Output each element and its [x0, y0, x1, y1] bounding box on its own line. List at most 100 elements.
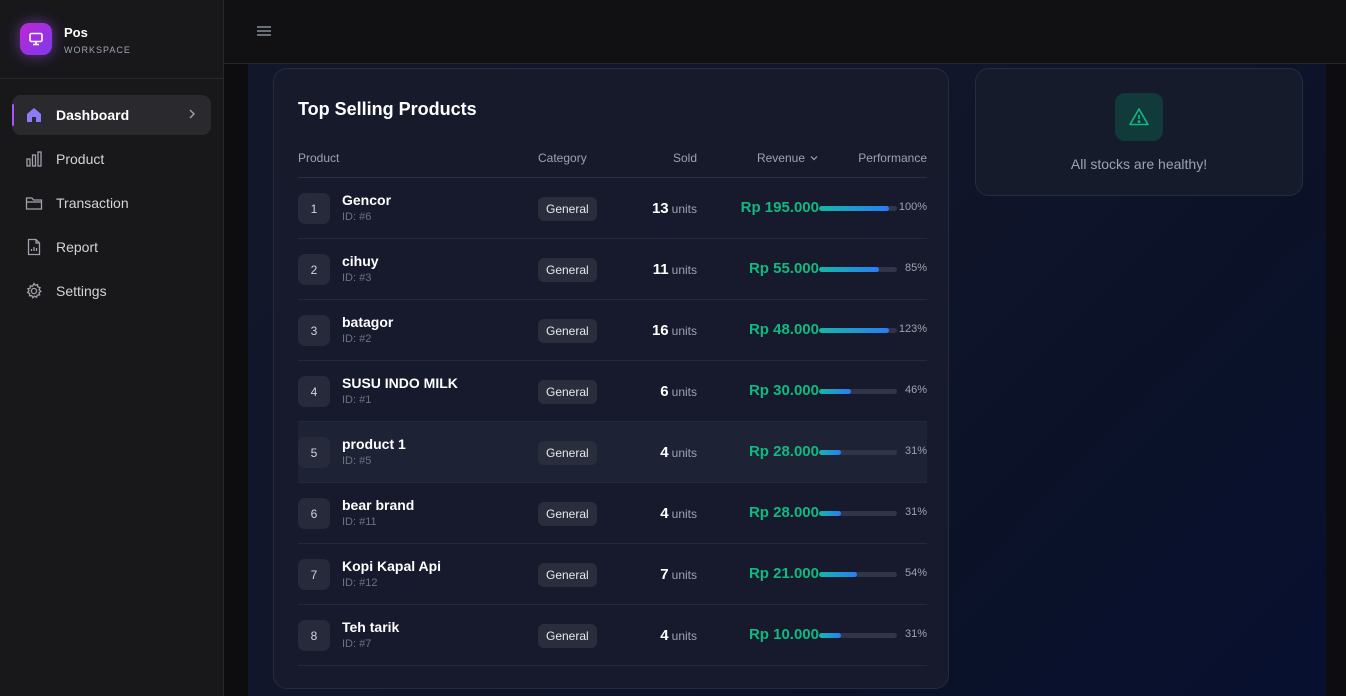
performance-bar — [819, 328, 897, 333]
warning-triangle-icon — [1115, 93, 1163, 141]
sold-value: 6 — [660, 383, 669, 400]
sold-unit: units — [671, 507, 697, 521]
sold-unit: units — [671, 446, 697, 460]
rank-badge: 7 — [298, 559, 330, 590]
rank-badge: 6 — [298, 498, 330, 529]
sold-value: 4 — [660, 505, 669, 522]
category-badge: General — [538, 380, 597, 404]
table-row[interactable]: 1 Gencor ID: #6 General 13 units Rp 195.0… — [298, 178, 927, 239]
sold-unit: units — [671, 324, 697, 338]
rank-badge: 3 — [298, 315, 330, 346]
folder-icon — [24, 193, 44, 213]
stock-status-card: All stocks are healthy! — [975, 68, 1303, 196]
category-badge: General — [538, 563, 597, 587]
category-badge: General — [538, 197, 597, 221]
performance-bar-fill — [819, 450, 841, 455]
brand-subtitle: WORKSPACE — [64, 45, 131, 55]
revenue-value: Rp 55.000 — [748, 260, 819, 277]
sold-count: 4 units — [660, 505, 697, 522]
performance-percent: 85% — [904, 262, 927, 274]
product-table-body: 1 Gencor ID: #6 General 13 units Rp 195.0… — [298, 178, 927, 666]
revenue-value: Rp 30.000 — [748, 382, 819, 399]
home-icon — [24, 105, 44, 125]
performance-bar — [819, 389, 897, 394]
brand: Pos WORKSPACE — [0, 0, 223, 79]
category-badge: General — [538, 258, 597, 282]
chevron-down-icon — [809, 153, 819, 163]
sidebar-item-report[interactable]: Report — [12, 227, 211, 267]
performance-percent: 31% — [904, 445, 927, 457]
sold-value: 13 — [651, 200, 669, 217]
sold-count: 13 units — [652, 200, 697, 217]
table-header: Product Category Sold Revenue Performanc… — [298, 145, 927, 178]
table-row[interactable]: 3 batagor ID: #2 General 16 units Rp 48.0… — [298, 300, 927, 361]
chevron-right-icon — [185, 107, 199, 126]
category-badge: General — [538, 624, 597, 648]
performance-bar — [819, 267, 897, 272]
sidebar-item-transaction[interactable]: Transaction — [12, 183, 211, 223]
column-header-revenue[interactable]: Revenue — [757, 151, 819, 165]
column-header-sold: Sold — [672, 151, 697, 165]
table-row[interactable]: 5 product 1 ID: #5 General 4 units Rp 28.… — [298, 422, 927, 483]
performance-bar — [819, 450, 897, 455]
brand-name: Pos — [64, 25, 88, 40]
table-row[interactable]: 4 SUSU INDO MILK ID: #1 General 6 units R… — [298, 361, 927, 422]
revenue-value: Rp 48.000 — [748, 321, 819, 338]
column-header-performance: Performance — [858, 151, 927, 165]
performance-bar-fill — [819, 267, 879, 272]
column-header-revenue-label: Revenue — [756, 151, 805, 165]
performance-bar-fill — [819, 633, 841, 638]
sidebar-item-label: Settings — [56, 283, 107, 299]
table-row[interactable]: 2 cihuy ID: #3 General 11 units Rp 55.000… — [298, 239, 927, 300]
sidebar-item-settings[interactable]: Settings — [12, 271, 211, 311]
revenue-value: Rp 28.000 — [748, 504, 819, 521]
sold-unit: units — [671, 629, 697, 643]
performance-percent: 31% — [904, 628, 927, 640]
sold-unit: units — [671, 568, 697, 582]
product-id: ID: #3 — [342, 272, 372, 284]
sold-count: 4 units — [660, 627, 697, 644]
performance-bar-fill — [819, 389, 852, 394]
product-id: ID: #5 — [342, 455, 372, 467]
performance-bar — [819, 206, 897, 211]
product-name: Kopi Kapal Api — [342, 558, 442, 574]
rank-badge: 5 — [298, 437, 330, 468]
sold-count: 6 units — [660, 383, 697, 400]
product-name: Gencor — [342, 192, 392, 208]
product-name: product 1 — [342, 436, 406, 452]
monitor-icon — [20, 23, 52, 55]
menu-icon[interactable] — [256, 23, 272, 39]
rank-badge: 1 — [298, 193, 330, 224]
performance-percent: 31% — [904, 506, 927, 518]
performance-percent: 46% — [904, 384, 927, 396]
revenue-value: Rp 10.000 — [748, 626, 819, 643]
revenue-value: Rp 195.000 — [740, 199, 819, 216]
performance-percent: 100% — [898, 201, 927, 213]
product-name: batagor — [342, 314, 394, 330]
performance-bar-fill — [819, 206, 890, 211]
rank-badge: 8 — [298, 620, 330, 651]
product-name: SUSU INDO MILK — [342, 375, 458, 391]
table-row[interactable]: 7 Kopi Kapal Api ID: #12 General 7 units … — [298, 544, 927, 605]
table-row[interactable]: 8 Teh tarik ID: #7 General 4 units Rp 10.… — [298, 605, 927, 666]
sidebar-item-product[interactable]: Product — [12, 139, 211, 179]
sidebar-item-label: Transaction — [56, 195, 129, 211]
performance-bar — [819, 633, 897, 638]
product-id: ID: #2 — [342, 333, 372, 345]
main-content: Top Selling Products Product Category So… — [224, 64, 1346, 696]
sidebar-item-dashboard[interactable]: Dashboard — [12, 95, 211, 135]
sidebar-item-label: Product — [56, 151, 105, 167]
table-row[interactable]: 6 bear brand ID: #11 General 4 units Rp 2… — [298, 483, 927, 544]
sold-value: 16 — [651, 322, 669, 339]
category-badge: General — [538, 441, 597, 465]
top-bar — [224, 0, 1346, 64]
column-header-category: Category — [538, 151, 587, 165]
product-id: ID: #11 — [342, 516, 377, 528]
product-name: Teh tarik — [342, 619, 400, 635]
product-id: ID: #7 — [342, 638, 372, 650]
gear-icon — [24, 281, 44, 301]
sold-count: 11 units — [653, 261, 697, 278]
product-id: ID: #1 — [342, 394, 372, 406]
product-name: cihuy — [342, 253, 379, 269]
card-title: Top Selling Products — [298, 99, 477, 119]
